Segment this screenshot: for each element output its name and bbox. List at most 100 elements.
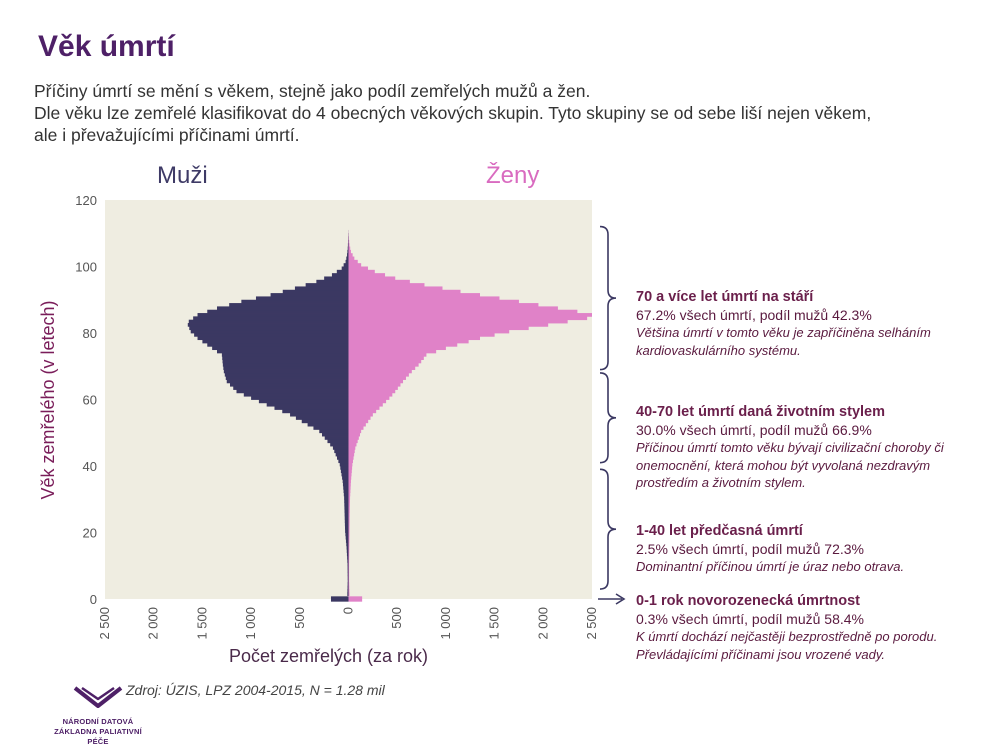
men-bar [307, 422, 349, 427]
women-bar [348, 263, 362, 267]
men-bar [347, 572, 349, 577]
women-bar [348, 592, 350, 597]
women-bar [348, 542, 350, 547]
x-axis-label: Počet zemřelých (za rok) [229, 646, 428, 666]
men-bar [342, 482, 349, 487]
men-bar [347, 585, 349, 590]
men-bar [346, 549, 349, 553]
men-bar [225, 376, 349, 380]
men-bar [341, 266, 349, 271]
women-bar [348, 402, 383, 407]
men-bar [347, 589, 349, 593]
men-bar [347, 592, 349, 597]
men-bar [341, 472, 349, 477]
men-bar [187, 323, 349, 327]
men-bar [322, 432, 349, 437]
women-bar [348, 529, 350, 533]
women-bar [348, 372, 409, 377]
women-bar [348, 253, 353, 257]
women-bar [348, 449, 355, 454]
men-bar [340, 466, 349, 470]
group-stat: 67.2% všech úmrtí, podíl mužů 42.3% [636, 307, 872, 323]
x-tick-label: 500 [292, 607, 307, 629]
group-stat: 2.5% všech úmrtí, podíl mužů 72.3% [636, 541, 864, 557]
women-bar [348, 309, 578, 314]
group-description: K úmrtí dochází nejčastěji bezprostředně… [636, 629, 938, 662]
men-bar [332, 446, 349, 450]
men-bar [295, 416, 349, 420]
men-bar [274, 406, 349, 410]
women-bar [348, 422, 366, 427]
men-bar [347, 555, 349, 560]
intro-line: Příčiny úmrtí se mění s věkem, stejně ja… [34, 81, 591, 101]
women-bar [348, 323, 549, 327]
women-bar [348, 246, 351, 251]
men-bar [294, 286, 349, 291]
men-bar [347, 562, 349, 567]
men-bar [212, 346, 349, 351]
men-bar [342, 475, 349, 480]
women-bar [348, 515, 350, 520]
women-bar [348, 389, 396, 394]
men-bar [217, 349, 349, 354]
men-bar [224, 372, 349, 377]
men-bar [346, 545, 349, 550]
y-tick-label: 60 [83, 393, 97, 408]
men-bar [344, 515, 349, 520]
women-bar [348, 495, 351, 500]
men-bar [344, 519, 349, 523]
women-bar [348, 286, 443, 291]
women-bar [348, 392, 393, 397]
men-bar [344, 499, 349, 503]
men-bar [344, 525, 349, 530]
women-bar [348, 399, 387, 404]
men-bar [342, 479, 349, 484]
intro-text: Příčiny úmrtí se mění s věkem, stejně ja… [34, 80, 984, 146]
y-tick-label: 120 [75, 193, 97, 208]
men-bar [241, 299, 349, 304]
men-bar [255, 296, 349, 301]
women-bar [348, 582, 350, 587]
women-bar [348, 279, 410, 284]
men-bar [331, 273, 349, 277]
y-tick-label: 80 [83, 326, 97, 341]
women-bar [348, 299, 519, 304]
x-tick-label: 1 500 [194, 607, 209, 640]
women-bar [348, 249, 351, 254]
women-bar [348, 426, 364, 430]
women-bar [348, 382, 401, 387]
men-bar [347, 559, 349, 563]
men-bar [197, 313, 349, 317]
women-bar [348, 512, 350, 517]
women-bar [348, 489, 351, 493]
women-bar [348, 545, 350, 550]
women-bar [348, 259, 358, 264]
women-bar [348, 283, 425, 287]
women-bar [348, 376, 406, 380]
men-bar [229, 382, 349, 387]
women-bar [348, 456, 354, 460]
women-bar [348, 466, 353, 470]
women-bar [348, 369, 412, 374]
women-bar [348, 532, 350, 537]
men-bar [258, 399, 349, 404]
women-bar [348, 336, 480, 341]
men-bar [347, 582, 349, 587]
women-bar [348, 416, 371, 420]
intro-line: Dle věku lze zemřelé klasifikovat do 4 o… [34, 103, 872, 123]
men-bar [319, 429, 349, 434]
women-bar [348, 485, 351, 490]
men-bar [217, 306, 349, 311]
women-column-title: Ženy [486, 162, 540, 189]
men-bar [330, 442, 349, 447]
women-bar [348, 579, 350, 583]
women-bar [348, 565, 350, 570]
x-tick-label: 2 500 [97, 607, 112, 640]
group-annotation-40-70: 40-70 let úmrtí daná životním stylem 30.… [636, 403, 976, 492]
men-bar [223, 369, 349, 374]
x-tick-label: 2 500 [584, 607, 599, 640]
group-heading: 40-70 let úmrtí daná životním stylem [636, 404, 885, 420]
women-bar [348, 396, 390, 400]
women-bar [348, 352, 427, 357]
men-bar [330, 596, 349, 602]
